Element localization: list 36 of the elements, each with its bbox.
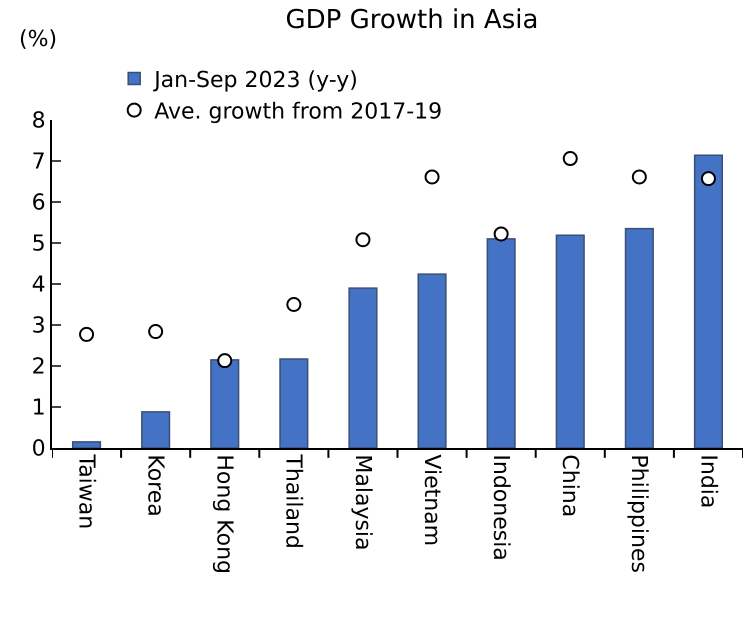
bar <box>348 287 378 448</box>
y-tick-label: 8 <box>32 108 46 134</box>
x-tick-label: Vietnam <box>418 454 444 546</box>
bar <box>210 359 240 448</box>
x-tick-label: Taiwan <box>73 453 98 530</box>
bar <box>417 273 447 448</box>
x-tick-label: China <box>557 454 582 518</box>
x-tick-label: Hong Kong <box>212 454 237 574</box>
bar <box>556 234 585 448</box>
chart-title: GDP Growth in Asia <box>285 4 538 35</box>
y-tick-label: 0 <box>32 436 46 462</box>
point <box>217 353 232 368</box>
point <box>700 171 716 186</box>
bar <box>141 411 170 448</box>
bar <box>72 441 102 448</box>
x-tick-label: Philippines <box>626 454 652 573</box>
y-tick-label: 2 <box>32 354 46 380</box>
y-tick-label: 3 <box>32 314 46 339</box>
bar <box>694 154 724 448</box>
y-tick-label: 5 <box>32 232 46 257</box>
bar <box>486 238 516 448</box>
x-tick-label: Indonesia <box>488 454 513 561</box>
x-tick-label: Malaysia <box>350 454 375 551</box>
x-tick-label: Korea <box>142 454 168 517</box>
point <box>494 226 509 242</box>
x-tick-label: Thailand <box>280 453 306 549</box>
bar <box>279 358 308 448</box>
y-tick-label: 1 <box>32 396 46 421</box>
y-tick-label: 4 <box>32 272 46 298</box>
legend-label: Jan-Sep 2023 (y-y) <box>152 68 358 94</box>
y-tick-label: 7 <box>32 150 46 175</box>
x-tick-label: India <box>695 454 720 508</box>
legend-label: Ave. growth from 2017-19 <box>154 100 442 125</box>
bar <box>624 228 654 448</box>
y-axis-title: (%) <box>19 27 58 52</box>
y-tick-label: 6 <box>32 190 46 216</box>
